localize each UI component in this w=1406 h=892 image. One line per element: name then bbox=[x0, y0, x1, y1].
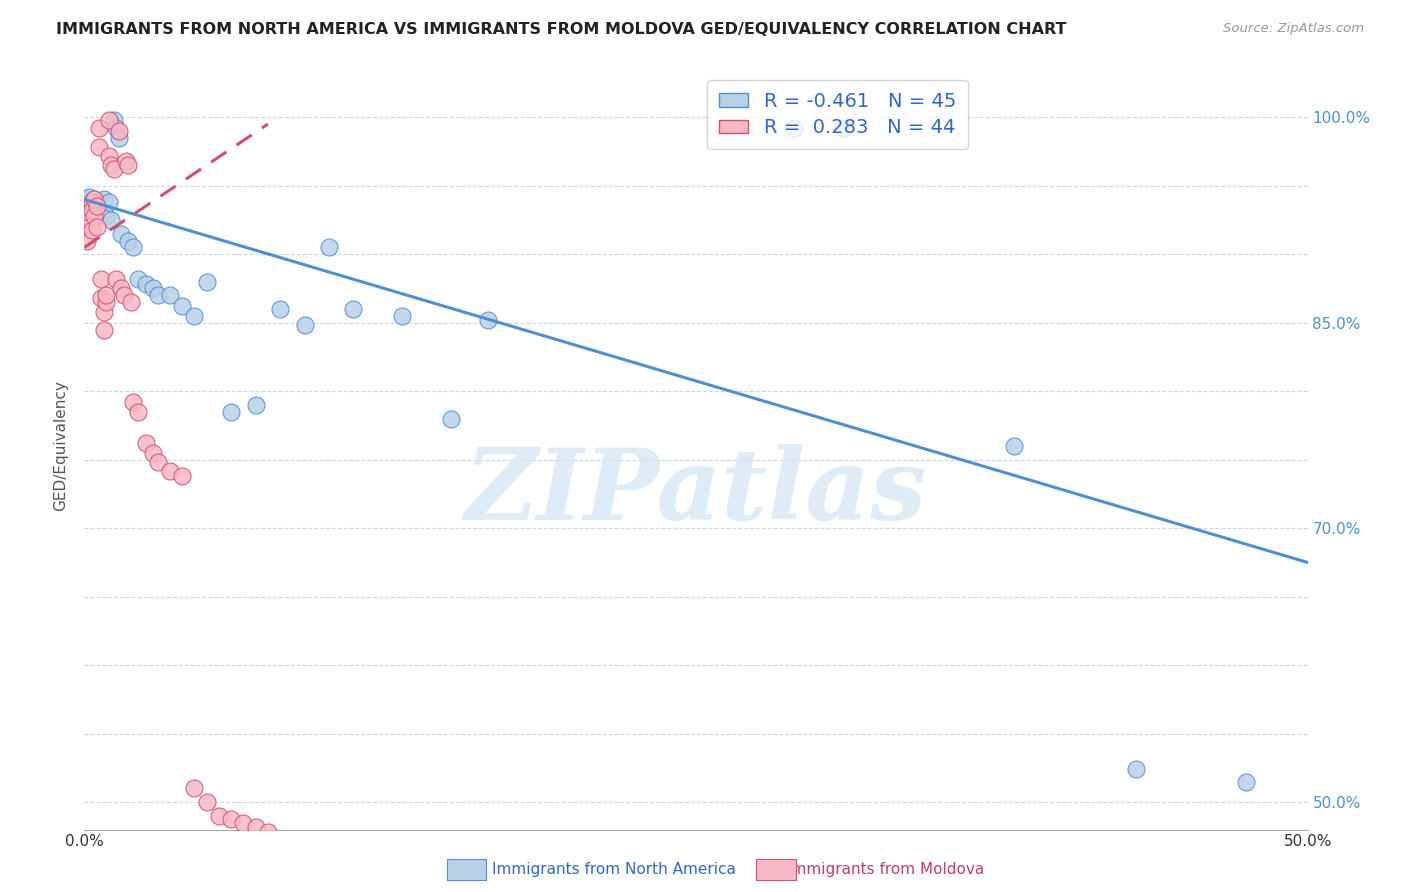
Point bbox=[110, 227, 132, 241]
Point bbox=[127, 272, 149, 286]
Point bbox=[115, 154, 138, 169]
Point bbox=[146, 455, 169, 469]
Point bbox=[86, 209, 108, 223]
Point bbox=[86, 199, 108, 213]
Point bbox=[831, 121, 853, 136]
Point bbox=[97, 195, 120, 210]
Point bbox=[135, 277, 157, 292]
Point bbox=[1236, 774, 1258, 789]
Point bbox=[440, 411, 463, 425]
Point bbox=[90, 199, 112, 213]
Point bbox=[159, 288, 181, 302]
Point bbox=[77, 209, 100, 223]
Point bbox=[107, 124, 129, 138]
Point bbox=[142, 446, 165, 460]
Point bbox=[76, 217, 98, 231]
Point bbox=[257, 825, 280, 839]
Point bbox=[76, 234, 98, 248]
Point bbox=[83, 193, 105, 207]
Point bbox=[219, 812, 242, 826]
Point bbox=[87, 140, 110, 154]
Point bbox=[172, 469, 194, 483]
Point bbox=[86, 219, 108, 234]
Point bbox=[90, 291, 112, 305]
Point bbox=[80, 203, 103, 218]
Point bbox=[294, 318, 316, 333]
Point bbox=[80, 206, 103, 220]
Point bbox=[87, 121, 110, 136]
Text: Immigrants from Moldova: Immigrants from Moldova bbox=[787, 863, 984, 877]
Point bbox=[105, 272, 128, 286]
Point bbox=[105, 121, 128, 136]
Point bbox=[83, 203, 105, 218]
Point bbox=[122, 240, 145, 254]
Point bbox=[86, 199, 108, 213]
Text: Immigrants from North America: Immigrants from North America bbox=[492, 863, 735, 877]
Point bbox=[269, 301, 291, 316]
Point bbox=[146, 288, 169, 302]
Point bbox=[103, 113, 125, 128]
Point bbox=[96, 209, 118, 223]
Point bbox=[391, 309, 413, 323]
Point bbox=[87, 195, 110, 210]
Point bbox=[110, 281, 132, 295]
Point bbox=[93, 305, 115, 319]
Point bbox=[77, 190, 100, 204]
Point bbox=[83, 209, 105, 223]
Point bbox=[80, 198, 103, 212]
Point bbox=[103, 162, 125, 177]
Legend: R = -0.461   N = 45, R =  0.283   N = 44: R = -0.461 N = 45, R = 0.283 N = 44 bbox=[707, 79, 967, 149]
Point bbox=[1002, 439, 1025, 453]
Point bbox=[318, 240, 340, 254]
Point bbox=[245, 398, 267, 412]
Point bbox=[208, 809, 231, 823]
Point bbox=[219, 405, 242, 419]
Point bbox=[100, 213, 122, 227]
Point bbox=[783, 121, 806, 136]
Point bbox=[183, 309, 205, 323]
Point bbox=[100, 158, 122, 172]
Point bbox=[80, 222, 103, 236]
Point bbox=[90, 272, 112, 286]
Point bbox=[97, 113, 120, 128]
Point bbox=[342, 301, 364, 316]
Text: IMMIGRANTS FROM NORTH AMERICA VS IMMIGRANTS FROM MOLDOVA GED/EQUIVALENCY CORRELA: IMMIGRANTS FROM NORTH AMERICA VS IMMIGRA… bbox=[56, 22, 1067, 37]
Point bbox=[76, 193, 98, 207]
Point bbox=[96, 295, 118, 310]
Point bbox=[120, 295, 142, 310]
Point bbox=[83, 193, 105, 207]
Point bbox=[135, 436, 157, 450]
Point bbox=[80, 195, 103, 210]
Point bbox=[183, 781, 205, 796]
Point bbox=[107, 130, 129, 145]
Point bbox=[90, 206, 112, 220]
Point bbox=[127, 405, 149, 419]
Point bbox=[93, 193, 115, 207]
Point bbox=[117, 158, 139, 172]
Point bbox=[1125, 762, 1147, 776]
Point bbox=[477, 313, 499, 327]
Point bbox=[159, 464, 181, 478]
Point bbox=[87, 206, 110, 220]
Point bbox=[195, 795, 218, 809]
Point bbox=[245, 820, 267, 834]
Text: Source: ZipAtlas.com: Source: ZipAtlas.com bbox=[1223, 22, 1364, 36]
Point bbox=[195, 275, 218, 289]
Text: ZIPatlas: ZIPatlas bbox=[465, 444, 927, 541]
Point bbox=[96, 288, 118, 302]
Point bbox=[93, 322, 115, 336]
Point bbox=[172, 299, 194, 313]
Point bbox=[232, 815, 254, 830]
Point bbox=[77, 195, 100, 210]
Point bbox=[77, 219, 100, 234]
Point bbox=[142, 281, 165, 295]
Y-axis label: GED/Equivalency: GED/Equivalency bbox=[53, 381, 69, 511]
Point bbox=[117, 234, 139, 248]
Point bbox=[122, 395, 145, 409]
Point bbox=[97, 148, 120, 162]
Point bbox=[112, 288, 135, 302]
